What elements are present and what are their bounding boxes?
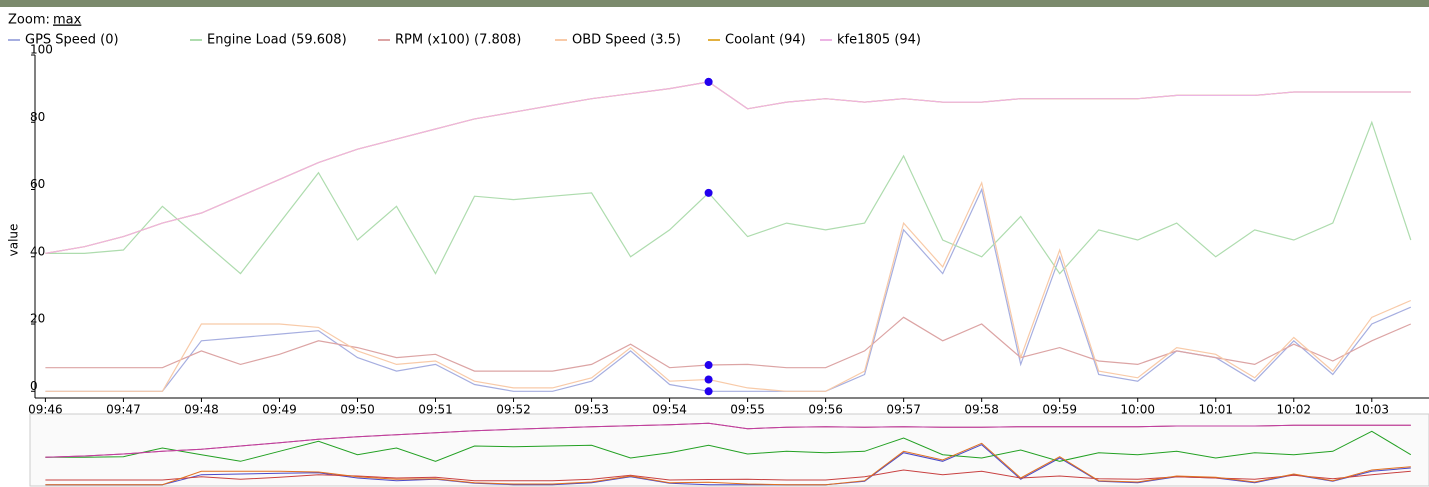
- legend-label: GPS Speed (0): [25, 33, 119, 48]
- series-line: [45, 187, 1412, 392]
- series-line: [45, 180, 1412, 392]
- y-tick-label: 60: [30, 177, 45, 191]
- x-tick-label: 09:49: [262, 403, 297, 417]
- legend-label: RPM (x100) (7.808): [395, 33, 521, 48]
- x-tick-label: 09:47: [106, 403, 141, 417]
- highlight-point: [704, 77, 713, 86]
- x-tick-label: 09:51: [418, 403, 453, 417]
- x-tick-label: 09:54: [652, 403, 687, 417]
- mini-line: [45, 430, 1412, 462]
- x-tick-label: 09:59: [1042, 403, 1077, 417]
- y-tick-label: 100: [30, 43, 53, 57]
- legend-label: Coolant (94): [725, 33, 806, 48]
- legend-label: Engine Load (59.608): [207, 33, 347, 48]
- y-tick-label: 80: [30, 110, 45, 124]
- highlight-point: [704, 361, 713, 370]
- map-strip: [0, 0, 1429, 7]
- zoom-link[interactable]: max: [53, 13, 82, 28]
- series-line: [45, 81, 1411, 254]
- x-tick-label: 09:50: [340, 403, 375, 417]
- mini-line: [45, 469, 1411, 482]
- legend-label: OBD Speed (3.5): [572, 33, 681, 48]
- y-tick-label: 20: [30, 312, 45, 326]
- x-tick-label: 10:01: [1198, 403, 1233, 417]
- x-tick-label: 09:58: [964, 403, 999, 417]
- x-tick-label: 09:56: [808, 403, 843, 417]
- x-tick-label: 09:46: [28, 403, 63, 417]
- zoom-label: Zoom:: [8, 13, 50, 28]
- highlight-point: [704, 375, 713, 384]
- x-tick-label: 09:52: [496, 403, 531, 417]
- y-axis-label: value: [7, 224, 21, 257]
- legend-label: kfe1805 (94): [837, 33, 921, 48]
- x-tick-label: 09:55: [730, 403, 765, 417]
- x-tick-label: 10:03: [1354, 403, 1389, 417]
- x-tick-label: 10:02: [1276, 403, 1311, 417]
- mini-line: [45, 422, 1411, 458]
- series-line: [45, 120, 1412, 275]
- y-tick-label: 0: [30, 379, 38, 393]
- mini-line: [45, 442, 1411, 486]
- highlight-point: [704, 188, 713, 197]
- series-line: [45, 81, 1411, 254]
- series-line: [45, 316, 1412, 372]
- highlight-point: [704, 387, 713, 396]
- y-tick-label: 40: [30, 244, 45, 258]
- x-tick-label: 09:57: [886, 403, 921, 417]
- x-tick-label: 10:00: [1120, 403, 1155, 417]
- x-tick-label: 09:48: [184, 403, 219, 417]
- x-tick-label: 09:53: [574, 403, 609, 417]
